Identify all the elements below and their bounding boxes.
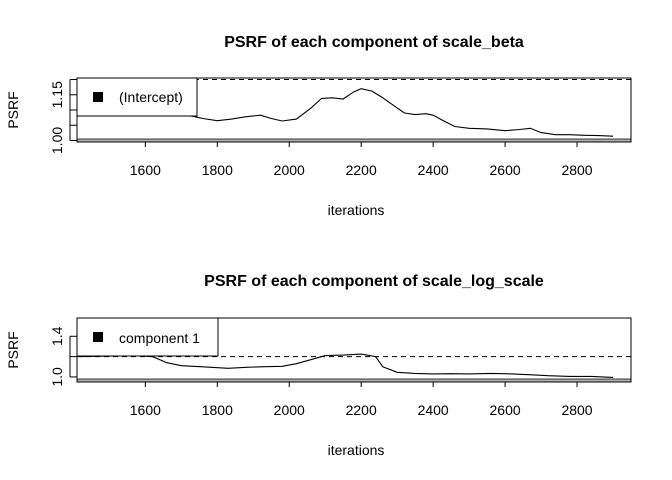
chart-beta-x-tick-label: 2000 (274, 162, 305, 178)
chart-beta-legend-key-0 (93, 92, 103, 102)
chart-log-scale-x-tick-label: 2800 (561, 402, 592, 418)
chart-beta-title: PSRF of each component of scale_beta (224, 34, 524, 51)
chart-log-scale-y-tick-label: 1.0 (49, 367, 65, 387)
chart-log-scale-x-tick-label: 2200 (346, 402, 377, 418)
chart-beta-y-axis-label: PSRF (5, 91, 21, 128)
chart-log-scale-legend-key-0 (93, 332, 103, 342)
chart-log-scale-y-axis-label: PSRF (5, 331, 21, 368)
chart-beta-x-tick-label: 2800 (561, 162, 592, 178)
chart-log-scale-x-tick-label: 2600 (490, 402, 521, 418)
chart-log-scale-legend-label-0: component 1 (119, 330, 200, 346)
chart-log-scale-x-tick-label: 1600 (130, 402, 161, 418)
chart-beta-series-line-0 (80, 88, 614, 137)
chart-log-scale-x-tick-label: 1800 (202, 402, 233, 418)
chart-beta-x-tick-label: 1600 (130, 162, 161, 178)
chart-log-scale-series-line-0 (80, 353, 614, 378)
chart-beta-x-tick-label: 1800 (202, 162, 233, 178)
chart-beta-x-tick-label: 2200 (346, 162, 377, 178)
chart-log-scale-baseline-band (77, 379, 631, 382)
chart-beta-baseline-band (77, 139, 631, 142)
chart-log-scale-x-axis-label: iterations (328, 442, 385, 458)
chart-beta-x-tick-label: 2600 (490, 162, 521, 178)
chart-log-scale-title: PSRF of each component of scale_log_scal… (204, 273, 544, 290)
chart-log-scale-y-tick-label: 1.4 (49, 326, 65, 346)
chart-log-scale-x-tick-label: 2000 (274, 402, 305, 418)
chart-beta-y-tick-label: 1.15 (49, 81, 65, 108)
chart-beta-legend-label-0: (Intercept) (119, 89, 183, 105)
chart-beta-x-tick-label: 2400 (418, 162, 449, 178)
chart-log-scale-x-tick-label: 2400 (418, 402, 449, 418)
chart-beta-y-tick-label: 1.00 (49, 127, 65, 154)
chart-beta-x-axis-label: iterations (328, 202, 385, 218)
